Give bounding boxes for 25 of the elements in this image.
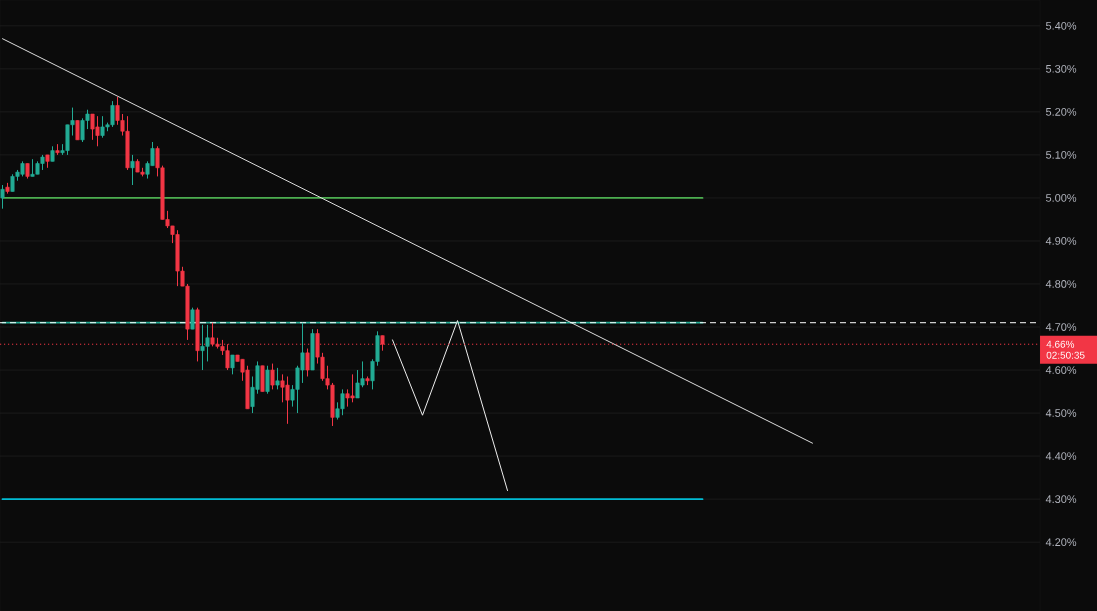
y-tick-label: 4.40%	[1045, 452, 1077, 460]
y-tick-label: 5.20%	[1045, 108, 1077, 116]
y-tick-label: 5.40%	[1045, 21, 1077, 30]
y-tick-label: 4.20%	[1045, 538, 1077, 547]
candlestick	[190, 307, 195, 330]
candlestick	[0, 184, 5, 210]
text: 02:50:35	[1046, 351, 1085, 359]
y-tick-label: 4.50%	[1045, 409, 1077, 417]
y-tick-label: 4.80%	[1045, 280, 1077, 288]
candlestick	[130, 154, 135, 186]
y-tick-label: 4.30%	[1045, 495, 1077, 504]
candlestick	[230, 354, 235, 375]
line-series	[392, 320, 509, 492]
candlestick	[305, 348, 310, 377]
y-tick-label: 5.10%	[1045, 151, 1077, 159]
ref-line-label: 4.66%	[1046, 340, 1075, 348]
y-tick-label: 4.60%	[1045, 366, 1077, 374]
candlestick	[275, 367, 280, 390]
candlestick	[265, 365, 270, 395]
candlestick	[75, 119, 80, 141]
y-tick-label: 4.70%	[1045, 323, 1077, 331]
candlestick	[270, 363, 275, 390]
y-tick-label: 4.90%	[1045, 237, 1077, 245]
y-tick-label: 5.00%	[1045, 194, 1077, 202]
y-tick-label: 5.30%	[1045, 64, 1077, 73]
